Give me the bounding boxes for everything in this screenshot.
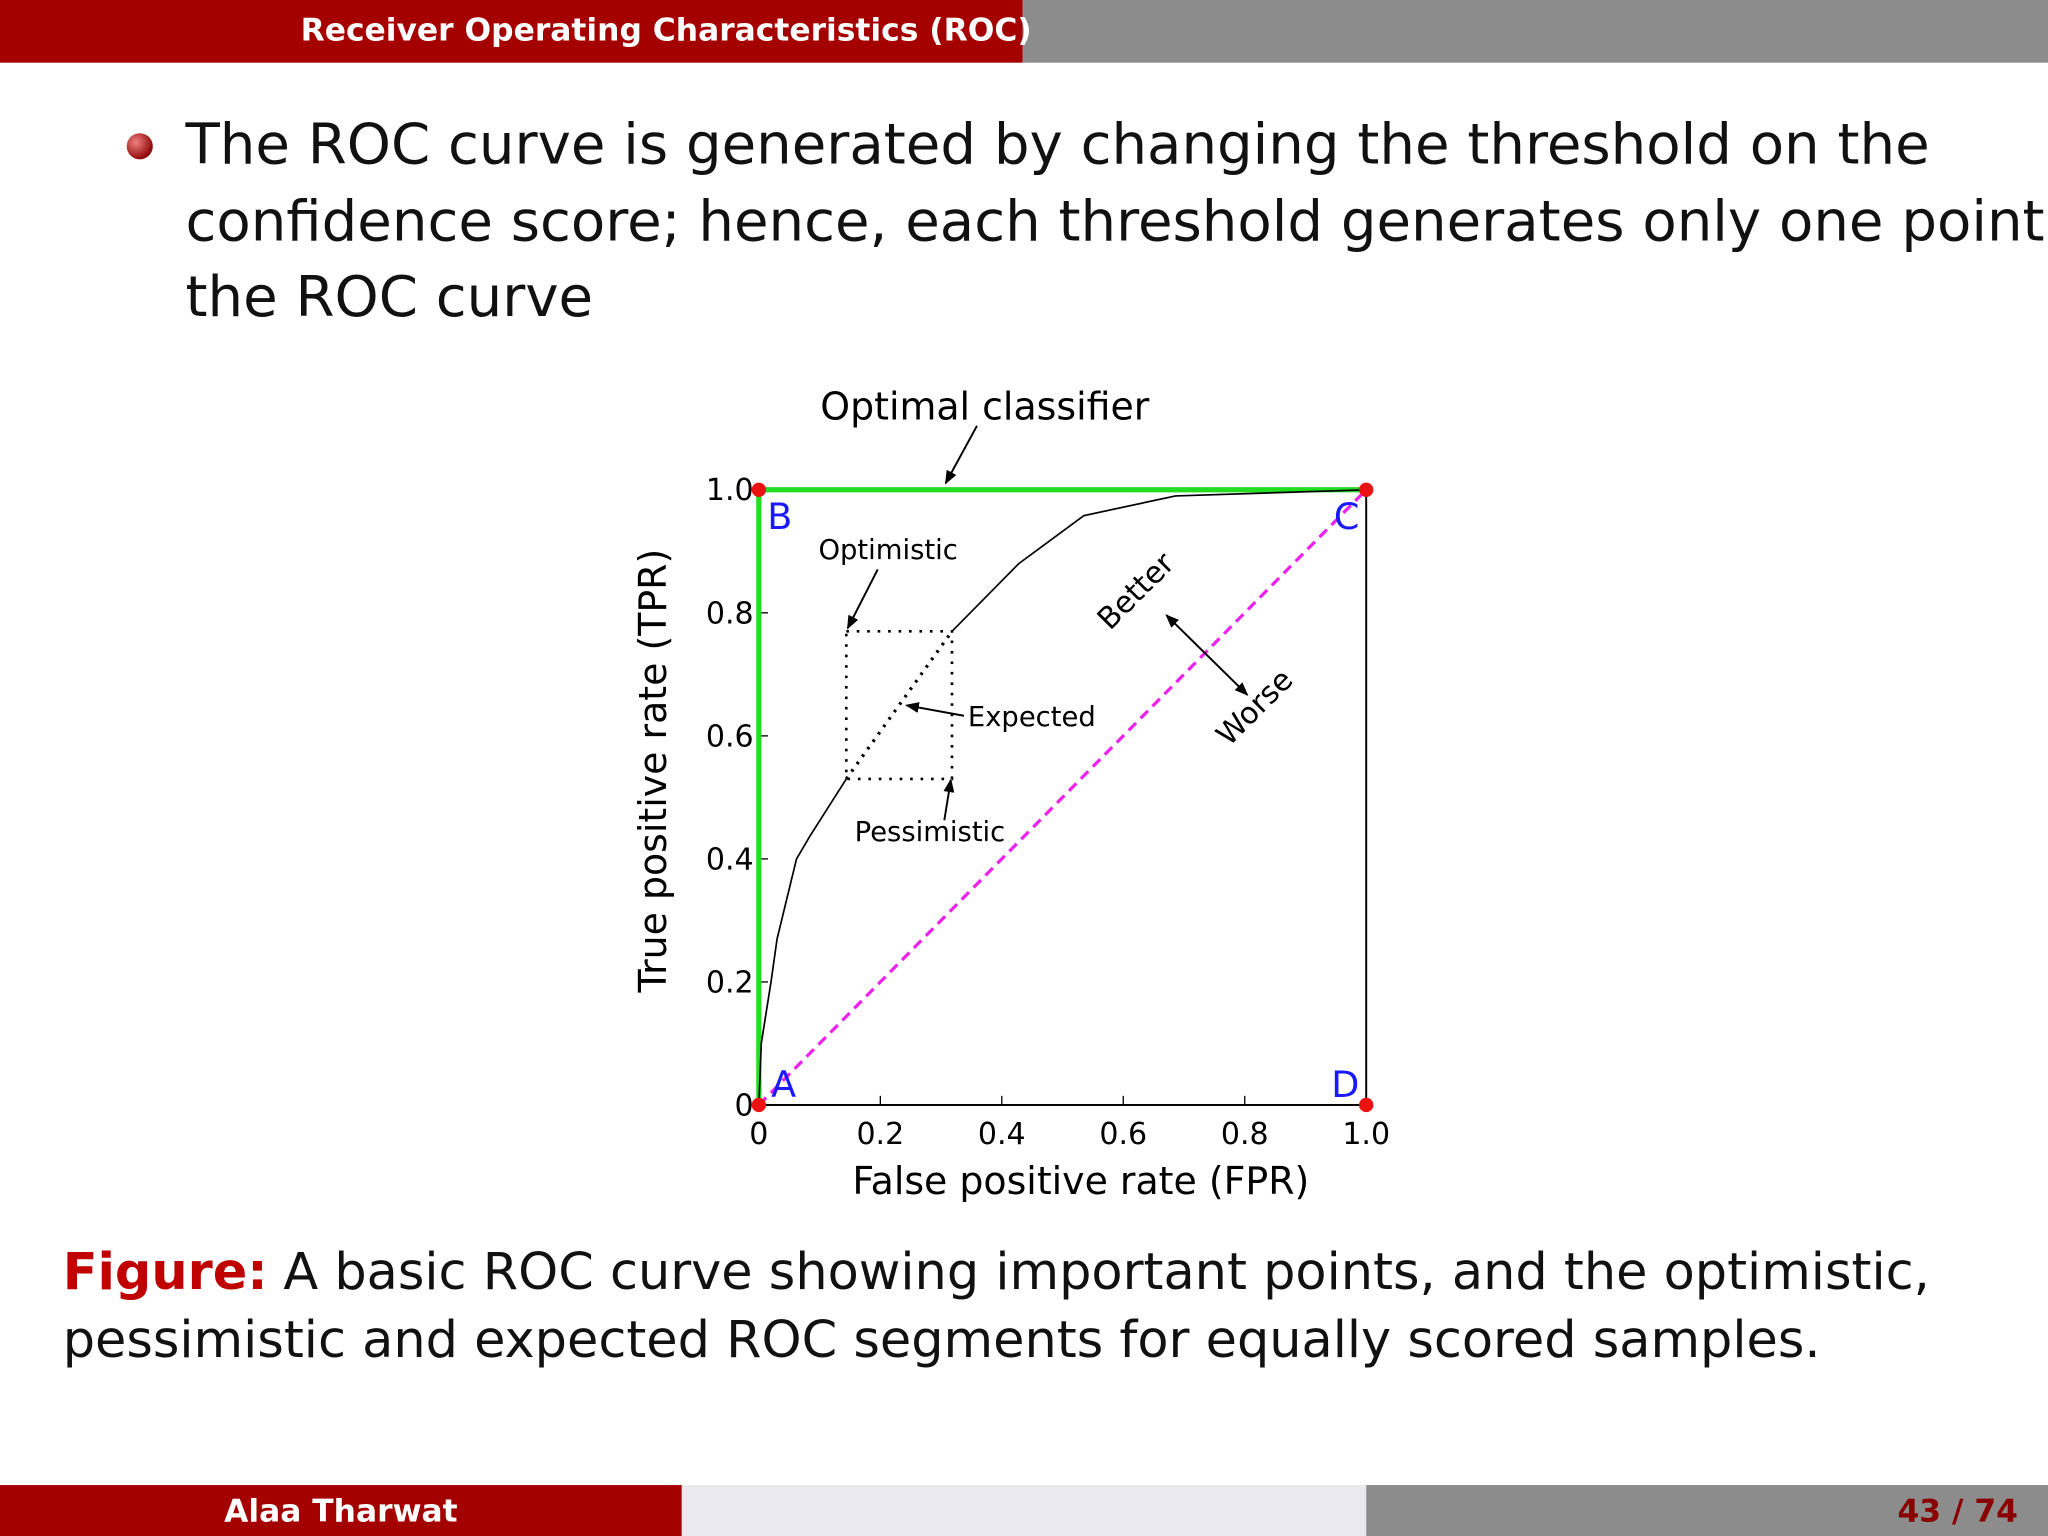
footer-bar-light xyxy=(681,1485,1367,1536)
annotation-arrow xyxy=(846,569,879,630)
better-worse-arrow xyxy=(1165,614,1249,696)
chart: 0 0.2 0.4 0.6 0.8 1.0 0 0.2 0.4 0.6 0.8 1.0 False po… xyxy=(631,384,1390,1203)
x-tick-label: 1.0 xyxy=(1342,1117,1390,1152)
annotation-arrow xyxy=(944,425,978,485)
key-point-label: A xyxy=(771,1063,796,1106)
equal-score-box xyxy=(845,629,954,781)
bullet-line: The ROC curve is generated by changing t… xyxy=(184,112,1929,177)
footer-author: Alaa Tharwat xyxy=(224,1494,458,1530)
x-axis-label: False positive rate (FPR) xyxy=(852,1159,1309,1203)
footer-page: 43 / 74 xyxy=(1898,1494,2018,1530)
y-tick-label: 0.8 xyxy=(706,596,754,631)
x-tick-label: 0.6 xyxy=(1099,1117,1147,1152)
annotation-arrow xyxy=(905,702,965,717)
y-tick-label: 0.6 xyxy=(706,719,754,754)
annotation: Worse xyxy=(1210,663,1300,753)
header-bar xyxy=(0,0,1023,63)
roc-line xyxy=(757,488,1368,1107)
key-point xyxy=(1359,1097,1374,1113)
y-tick-label: 0.2 xyxy=(706,965,754,1000)
key-point-label: B xyxy=(767,495,792,538)
y-tick-label: 1.0 xyxy=(706,473,754,508)
caption-text: A basic ROC curve showing important poin… xyxy=(283,1243,1929,1302)
annotation: Optimal classifier xyxy=(820,384,1149,428)
annotation-arrow xyxy=(943,778,955,821)
caption-line: pessimistic and expected ROC segments fo… xyxy=(63,1311,1821,1370)
bullet-line: confidence score; hence, each threshold … xyxy=(185,189,2048,254)
key-point xyxy=(751,1097,767,1113)
key-point-label: C xyxy=(1334,495,1360,538)
key-point xyxy=(1359,482,1374,497)
x-tick-label: 0 xyxy=(749,1117,768,1152)
x-tick-label: 0.4 xyxy=(978,1117,1026,1152)
annotation: Optimistic xyxy=(818,535,957,566)
roc-line xyxy=(951,488,1367,632)
header-title: Receiver Operating Characteristics (ROC) xyxy=(301,12,1032,48)
annotation: Expected xyxy=(968,702,1096,733)
footer-bar xyxy=(0,1485,682,1536)
caption-label: Figure: xyxy=(63,1243,268,1302)
bullet-icon xyxy=(126,133,153,160)
y-axis-label: True positive rate (TPR) xyxy=(631,549,675,994)
roc-line xyxy=(844,630,954,780)
key-point xyxy=(751,482,767,497)
key-point-label: D xyxy=(1331,1063,1359,1106)
roc-line xyxy=(758,778,848,1106)
x-tick-label: 0.2 xyxy=(856,1117,904,1152)
annotation: Better xyxy=(1091,546,1182,637)
annotation: Pessimistic xyxy=(855,817,1006,848)
x-tick-label: 0.8 xyxy=(1221,1117,1269,1152)
y-tick-label: 0 xyxy=(735,1088,754,1123)
header-bar-gray xyxy=(1022,0,2048,63)
footer-bar-gray xyxy=(1366,1485,2048,1536)
y-tick-label: 0.4 xyxy=(706,842,754,877)
caption-line: Figure: A basic ROC curve showing importa… xyxy=(63,1243,1930,1302)
bullet-line: the ROC curve xyxy=(185,265,593,330)
